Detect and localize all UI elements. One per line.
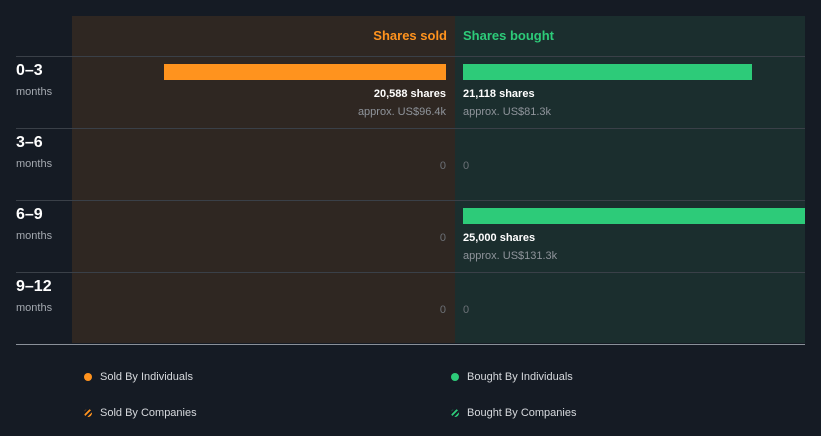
- legend-label: Sold By Companies: [100, 407, 197, 419]
- legend-dot-icon: [451, 373, 459, 381]
- period-unit: months: [16, 86, 53, 98]
- period-unit: months: [16, 230, 53, 242]
- bought-shares-label: 25,000 shares: [463, 232, 536, 244]
- row-divider: [16, 128, 805, 129]
- bought-value-label: approx. US$131.3k: [463, 250, 558, 262]
- legend-label: Bought By Individuals: [467, 371, 573, 383]
- period-unit: months: [16, 302, 53, 314]
- sold-zero-label: 0: [439, 160, 446, 172]
- sold-zero-label: 0: [439, 304, 446, 316]
- legend-dot-icon: [84, 373, 92, 381]
- period-label: 3–6: [16, 134, 43, 151]
- legend-label: Sold By Individuals: [100, 371, 193, 383]
- bought-shares-label: 21,118 shares: [463, 88, 535, 100]
- legend-hatch-icon: [84, 409, 92, 417]
- bought-bar: [463, 64, 752, 80]
- sold-value-label: approx. US$96.4k: [357, 106, 446, 118]
- period-label: 0–3: [16, 62, 43, 79]
- sold-zero-label: 0: [439, 232, 446, 244]
- bought-value-label: approx. US$81.3k: [463, 106, 552, 118]
- bought-bar: [463, 208, 805, 224]
- legend-label: Bought By Companies: [467, 407, 577, 419]
- sold-bar: [164, 64, 446, 80]
- row-divider: [16, 200, 805, 201]
- period-label: 9–12: [16, 278, 52, 295]
- row-divider: [16, 272, 805, 273]
- shares-bought-header: Shares bought: [463, 28, 555, 43]
- sold-shares-label: 20,588 shares: [373, 88, 446, 100]
- period-label: 6–9: [16, 206, 43, 223]
- legend-hatch-icon: [451, 409, 459, 417]
- header-divider: [16, 56, 805, 57]
- bought-zero-label: 0: [463, 160, 470, 172]
- shares-sold-header: Shares sold: [373, 28, 447, 43]
- period-unit: months: [16, 158, 53, 170]
- row-divider: [16, 344, 805, 345]
- bought-zero-label: 0: [463, 304, 470, 316]
